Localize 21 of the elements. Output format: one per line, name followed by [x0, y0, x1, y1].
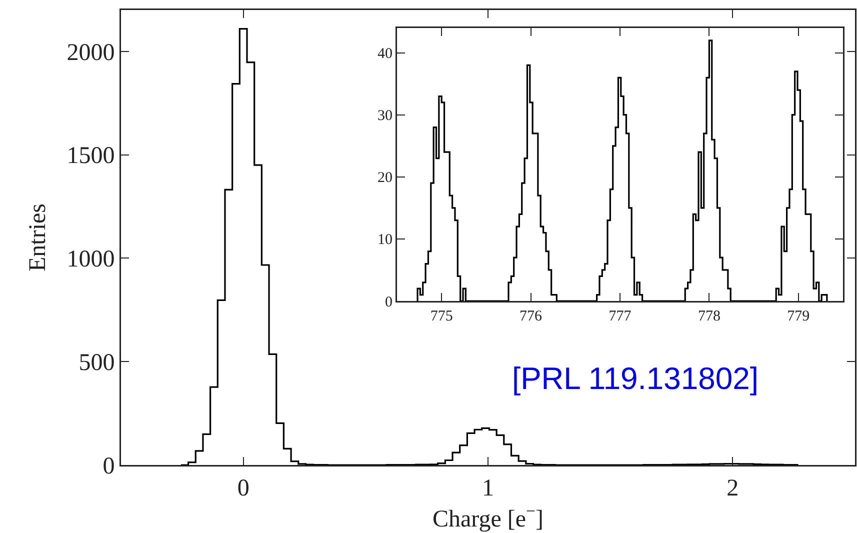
y-tick-label: 1000	[66, 246, 115, 273]
y-tick-label: 0	[102, 453, 115, 480]
y-tick-label: 2000	[66, 40, 115, 66]
x-tick-label: 776	[520, 308, 543, 324]
x-tick-label: 779	[787, 308, 810, 324]
y-tick-label: 0	[385, 294, 392, 310]
y-tick-label: 40	[378, 46, 392, 62]
x-tick-label: 778	[698, 308, 720, 324]
x-tick-label: 775	[430, 308, 453, 324]
annotation: [PRL 119.131802]	[512, 361, 758, 396]
x-tick-label: 2	[726, 475, 739, 502]
y-tick-label: 1500	[66, 143, 115, 170]
x-tick-label: 777	[608, 308, 632, 324]
y-tick-label: 30	[378, 108, 392, 124]
x-tick-label: 1	[482, 475, 494, 502]
y-tick-label: 20	[378, 170, 392, 186]
y-tick-label: 10	[378, 232, 392, 248]
y-axis-title: Entries	[25, 204, 52, 272]
x-tick-label: 0	[237, 475, 250, 502]
y-tick-label: 500	[78, 350, 115, 376]
x-axis-title: Charge [e$^{−}$]	[432, 501, 544, 532]
